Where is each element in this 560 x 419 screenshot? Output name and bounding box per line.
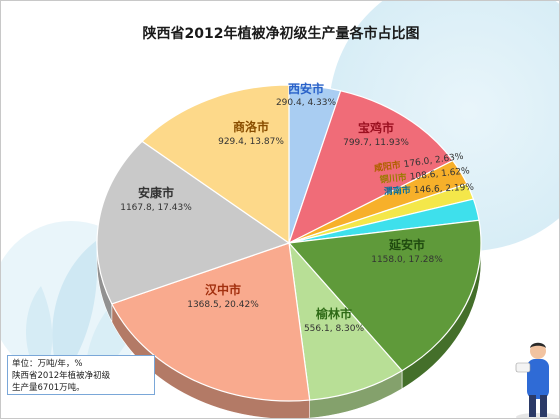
slice-label: 商洛市 929.4, 13.87% — [218, 119, 284, 147]
pie-slice — [287, 219, 482, 372]
slice-value-label: 1368.5, 20.42% — [187, 300, 259, 310]
slice-label: 安康市 1167.8, 17.43% — [120, 185, 192, 213]
pie-slice — [110, 242, 311, 402]
svg-text:渭南市 146.6, 2.19%: 渭南市 146.6, 2.19% — [383, 181, 474, 198]
pie-slice — [287, 90, 454, 245]
slice-value-label: 556.1, 8.30% — [304, 324, 365, 334]
slice-name-label: 安康市 — [138, 185, 174, 200]
slice-label: 榆林市 556.1, 8.30% — [304, 306, 365, 334]
slice-name-label: 铜川市 — [379, 171, 410, 186]
pie-slice — [96, 140, 291, 305]
person-illustration — [515, 342, 559, 418]
slice-label: 西安市 290.4, 4.33% — [276, 81, 337, 108]
chart-title: 陕西省2012年植被净初级生产量各市占比图 — [142, 26, 420, 42]
slice-label: 汉中市 1368.5, 20.42% — [187, 282, 259, 310]
pie-slices — [96, 84, 482, 418]
pie-slice — [288, 241, 403, 401]
slice-name-label: 西安市 — [288, 81, 324, 96]
slice-value-label: 1167.8, 17.43% — [120, 203, 192, 213]
slice-name-label: 宝鸡市 — [358, 120, 394, 135]
unit-note-line: 单位：万吨/年，% — [12, 359, 83, 369]
slice-name-label: 榆林市 — [316, 306, 352, 321]
slice-name-label: 商洛市 — [233, 119, 269, 134]
unit-note-line: 生产量6701万吨。 — [12, 383, 85, 393]
slice-value-label: 799.7, 11.93% — [343, 138, 409, 148]
slice-label: 延安市 1158.0, 17.28% — [371, 237, 443, 265]
slice-name-label: 延安市 — [388, 237, 425, 252]
slice-value-label: 929.4, 13.87% — [218, 137, 284, 147]
unit-note-line: 陕西省2012年植被净初级 — [12, 371, 111, 381]
slice-name-label: 渭南市 — [383, 184, 414, 198]
slice-label: 宝鸡市 799.7, 11.93% — [343, 120, 409, 148]
slice-value-label: 290.4, 4.33% — [276, 98, 337, 108]
unit-note: 单位：万吨/年，% 陕西省2012年植被净初级 生产量6701万吨。 — [7, 355, 155, 395]
slice-value-label: 146.6, 2.19% — [414, 183, 475, 196]
slice-value-label: 1158.0, 17.28% — [371, 255, 443, 265]
slice-label: 渭南市 146.6, 2.19% — [383, 181, 474, 198]
slice-name-label: 汉中市 — [205, 282, 241, 297]
pie-slice — [141, 84, 290, 245]
